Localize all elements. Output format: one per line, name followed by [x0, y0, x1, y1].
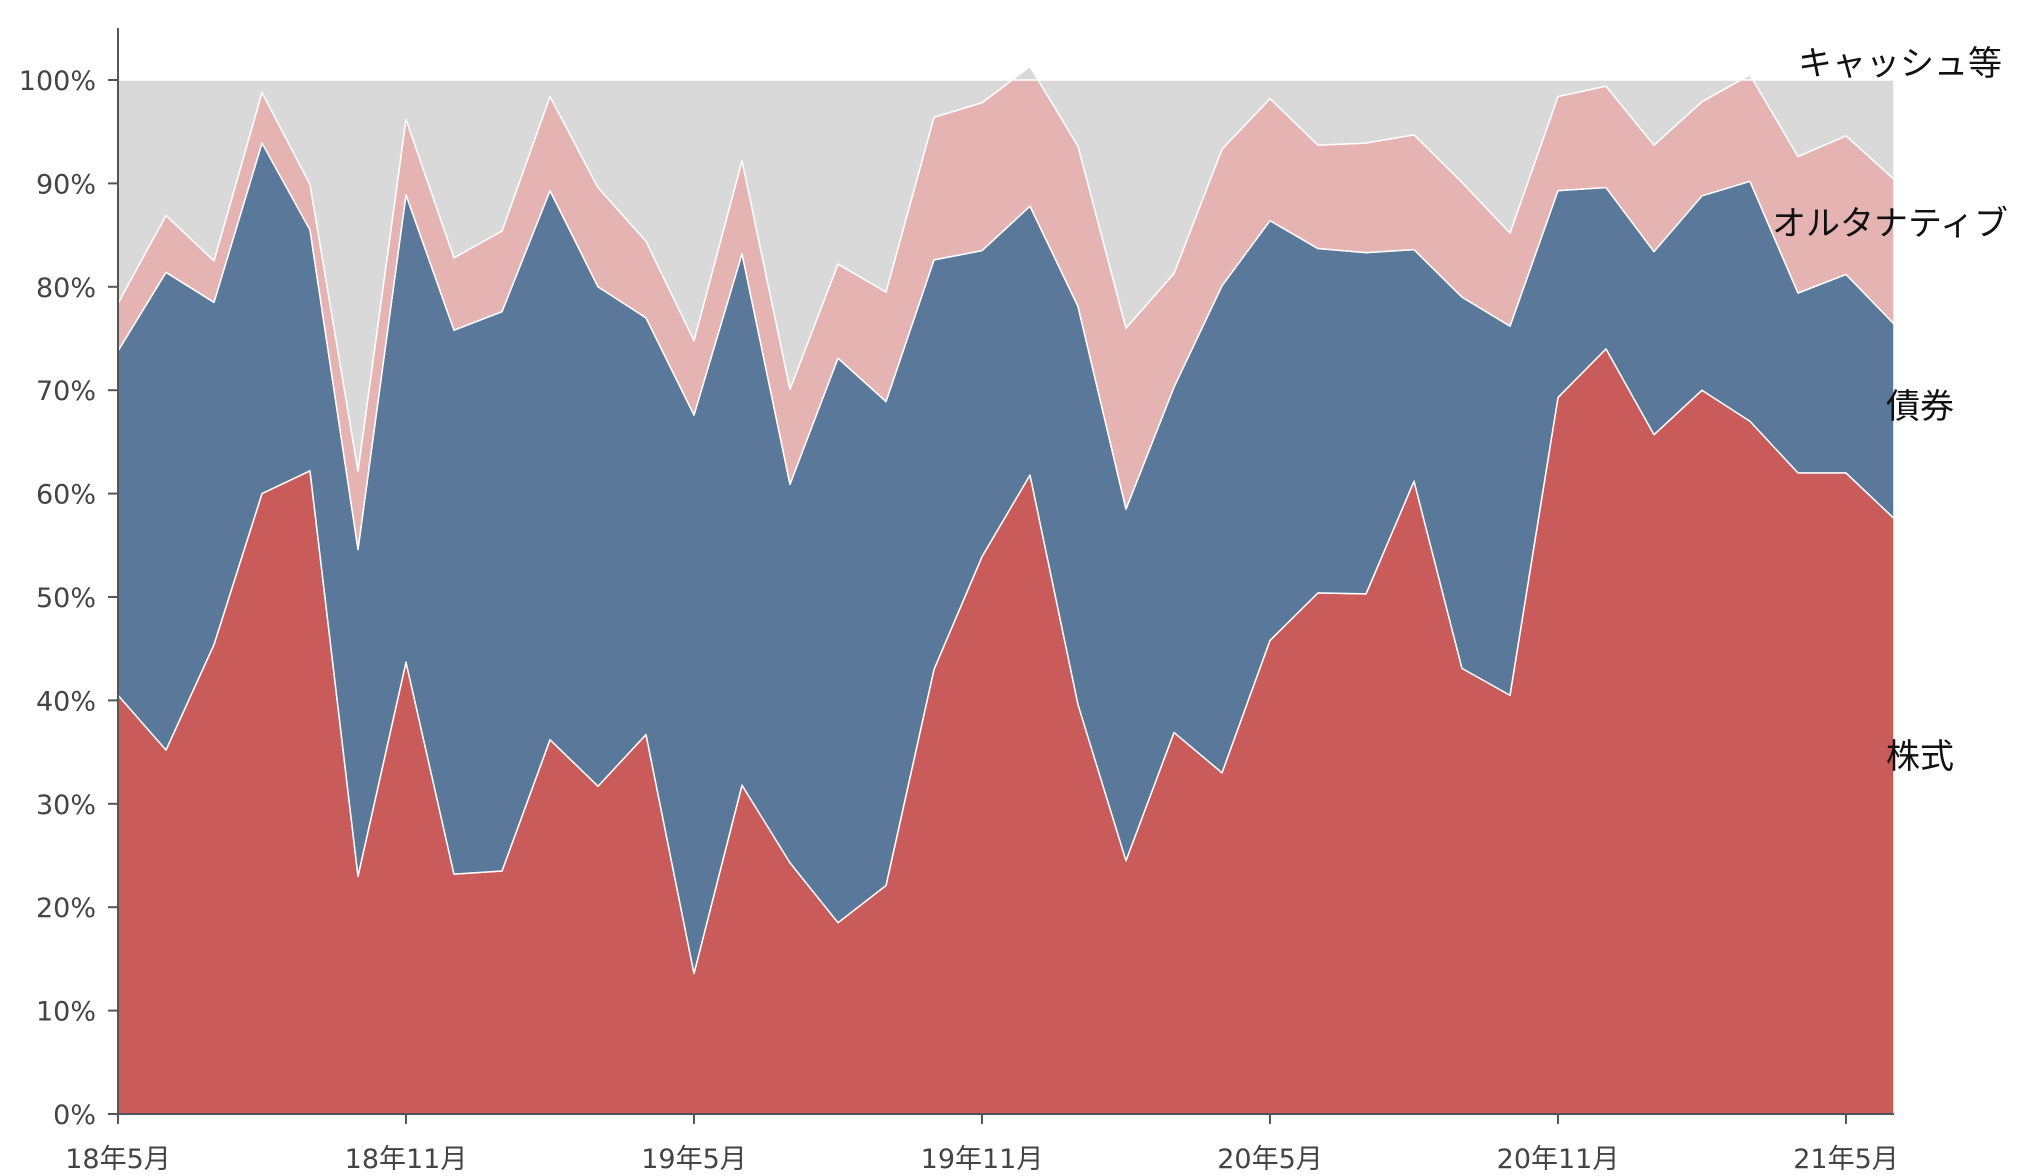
y-tick-label: 100% — [19, 66, 96, 97]
y-tick-label: 60% — [36, 480, 96, 511]
chart-areas — [117, 65, 1895, 1115]
y-axis-tick-labels: 0% 10% 20% 30% 40% 50% 60% 70% 80% 90% 100% — [19, 66, 96, 1131]
x-tick-label: 18年5月 — [65, 1144, 171, 1175]
y-tick-label: 10% — [36, 997, 96, 1028]
series-label-alternative: オルタナティブ — [1772, 204, 2008, 244]
chart-axes — [108, 28, 1894, 1124]
y-tick-label: 50% — [36, 583, 96, 614]
x-tick-label: 19年11月 — [921, 1144, 1044, 1175]
x-tick-label: 20年11月 — [1497, 1144, 1620, 1175]
x-tick-label: 20年5月 — [1217, 1144, 1323, 1175]
series-labels: 株式 債券 オルタナティブ キャッシュ等 — [1772, 44, 2008, 777]
y-tick-label: 80% — [36, 273, 96, 304]
y-tick-label: 70% — [36, 376, 96, 407]
y-tick-label: 20% — [36, 893, 96, 924]
x-axis-tick-labels: 18年5月 18年11月 19年5月 19年11月 20年5月 20年11月 21年5月 — [65, 1144, 1899, 1175]
y-tick-label: 30% — [36, 790, 96, 821]
x-tick-label: 18年11月 — [345, 1144, 468, 1175]
area-cash — [117, 65, 1895, 472]
y-tick-label: 0% — [53, 1100, 96, 1131]
x-tick-label: 21年5月 — [1793, 1144, 1899, 1175]
y-tick-label: 90% — [36, 169, 96, 200]
series-label-bond: 債券 — [1886, 387, 1954, 427]
x-tick-label: 19年5月 — [641, 1144, 747, 1175]
series-label-cash: キャッシュ等 — [1798, 44, 2002, 84]
y-tick-label: 40% — [36, 686, 96, 717]
series-label-stock: 株式 — [1886, 737, 1954, 777]
